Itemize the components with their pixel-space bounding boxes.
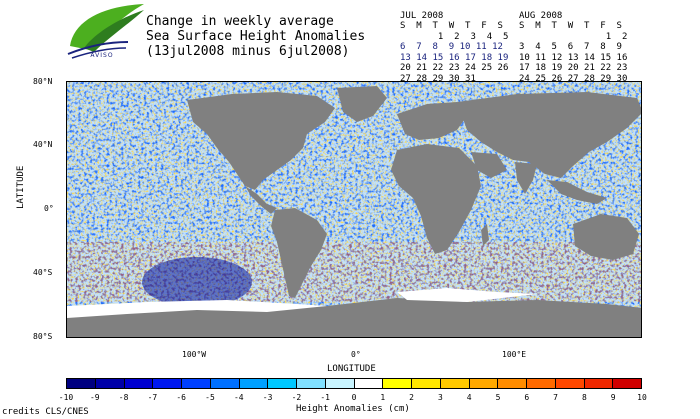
colorbar-swatch — [584, 379, 614, 388]
colorbar-swatch — [412, 379, 441, 388]
credits: credits CLS/CNES — [2, 407, 89, 417]
colorbar-tick-label: -9 — [89, 393, 100, 402]
colorbar-tick-label: -4 — [233, 393, 244, 402]
colorbar-swatch — [182, 379, 211, 388]
y-axis-label: LATITUDE — [16, 165, 26, 209]
calendar-days-header: S M T W T F S — [519, 21, 622, 31]
calendar-week: 13 14 15 16 17 18 19 — [400, 52, 509, 63]
calendar-week: 1 2 — [519, 31, 628, 42]
colorbar-tick-label: 7 — [553, 393, 559, 402]
colorbar-swatch — [555, 379, 585, 388]
colorbar-swatch — [527, 379, 556, 388]
colorbar-swatch — [124, 379, 154, 388]
indonesia — [547, 180, 607, 204]
colorbar-tick-label: 2 — [409, 393, 415, 402]
europe — [397, 102, 467, 140]
colorbar-swatch — [67, 379, 96, 388]
colorbar-tick-label: 3 — [437, 393, 443, 402]
colorbar-swatch — [210, 379, 240, 388]
madagascar — [481, 224, 489, 246]
antarctica — [67, 298, 641, 337]
colorbar-tick-label: -8 — [118, 393, 129, 402]
colorbar-tick-label: 9 — [610, 393, 616, 402]
central-america — [245, 186, 277, 214]
colorbar-tick-label: -10 — [58, 393, 74, 402]
colorbar-tick-label: 1 — [380, 393, 386, 402]
colorbar-tick-label: -3 — [262, 393, 273, 402]
y-tick-label: 80°S — [33, 332, 53, 341]
colorbar-swatch — [239, 379, 269, 388]
sea-ice — [67, 288, 537, 318]
greenland — [337, 86, 387, 122]
ice-atlantic — [397, 288, 537, 302]
colorbar-swatch — [325, 379, 355, 388]
colorbar-swatch — [469, 379, 499, 388]
calendar-month: AUG 2008 — [519, 10, 563, 21]
colorbar-tick-label: -6 — [176, 393, 187, 402]
calendar-week: 24 25 26 27 28 29 30 — [519, 73, 628, 84]
colorbar-tick-label: 8 — [581, 393, 587, 402]
south-pacific-low — [142, 257, 252, 307]
aviso-logo — [67, 4, 144, 59]
sea-height-map — [66, 81, 642, 338]
colorbar-tick-label: -1 — [320, 393, 331, 402]
colorbar-tick-label: 0 — [351, 393, 357, 402]
calendar-jul: JUL 2008 S M T W T F S 1 2 3 4 5 6 7 8 9… — [400, 0, 508, 84]
y-tick-label: 40°S — [33, 268, 53, 277]
calendar-week: 1 2 3 4 5 — [400, 31, 509, 42]
map-title: Change in weekly average Sea Surface Hei… — [146, 14, 365, 59]
x-axis-label: LONGITUDE — [327, 364, 376, 374]
arabia — [471, 152, 507, 178]
australia — [573, 214, 639, 260]
colorbar-swatch — [268, 379, 297, 388]
north-america — [187, 92, 335, 190]
colorbar-tick-label: 4 — [466, 393, 472, 402]
colorbar-swatch — [153, 379, 182, 388]
colorbar-tick-label: -5 — [205, 393, 215, 402]
colorbar-tick-label: -2 — [291, 393, 302, 402]
ice-pacific — [67, 300, 327, 318]
logo-text: AVISO — [90, 52, 114, 59]
south-america — [271, 208, 327, 298]
calendar-week: 20 21 22 23 24 25 26 — [400, 63, 509, 73]
africa — [391, 144, 481, 254]
x-tick-label: 100°E — [502, 350, 527, 359]
y-tick-label: 40°N — [33, 140, 53, 149]
calendar-week: 17 18 19 20 21 22 23 — [519, 63, 628, 73]
calendar-week: 27 28 29 30 31 — [400, 73, 476, 84]
colorbar-swatch — [95, 379, 125, 388]
x-tick-label: 100°W — [182, 350, 207, 359]
map-svg — [67, 82, 642, 337]
colorbar-swatch — [440, 379, 470, 388]
colorbar — [66, 378, 642, 389]
colorbar-tick-label: -7 — [147, 393, 158, 402]
calendar-days-header: S M T W T F S — [400, 21, 503, 31]
colorbar-tick-label: 6 — [524, 393, 530, 402]
title-line-3: (13jul2008 minus 6jul2008) — [146, 44, 350, 59]
calendar-aug: AUG 2008 S M T W T F S 1 2 3 4 5 6 7 8 9… — [519, 0, 627, 95]
calendar-week: 3 4 5 6 7 8 9 — [519, 42, 622, 52]
colorbar-swatch — [613, 379, 641, 388]
colorbar-label: Height Anomalies (cm) — [296, 404, 410, 414]
colorbar-tick-label: 5 — [495, 393, 501, 402]
land — [67, 86, 642, 337]
calendar-month: JUL 2008 — [400, 10, 444, 21]
title-line-1: Change in weekly average — [146, 14, 334, 29]
x-tick-label: 0° — [351, 350, 361, 359]
colorbar-swatch — [354, 379, 384, 388]
title-line-2: Sea Surface Height Anomalies — [146, 29, 366, 44]
colorbar-tick-label: 10 — [637, 393, 647, 402]
new-zealand — [641, 258, 642, 272]
asia — [457, 92, 641, 178]
calendar-week: 10 11 12 13 14 15 16 — [519, 52, 628, 63]
colorbar-swatch — [383, 379, 412, 388]
colorbar-swatch — [498, 379, 527, 388]
calendar-week: 6 7 8 9 10 11 12 — [400, 42, 503, 52]
colorbar-swatch — [297, 379, 326, 388]
y-tick-label: 80°N — [33, 77, 53, 86]
india — [515, 162, 537, 194]
y-tick-label: 0° — [44, 204, 54, 213]
